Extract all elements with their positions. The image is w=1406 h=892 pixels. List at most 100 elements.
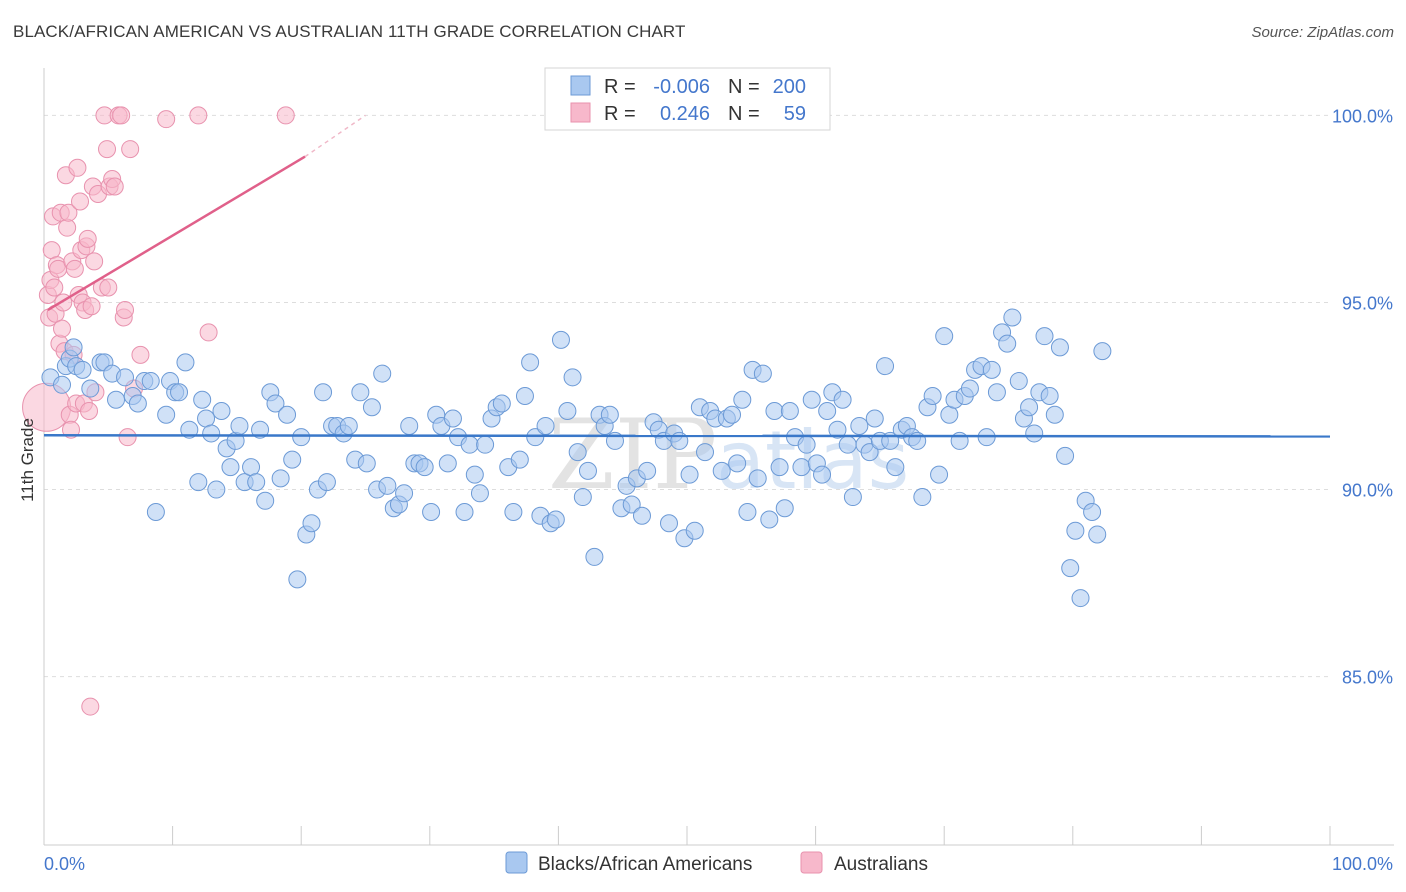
blacks-point [1056, 446, 1075, 465]
blacks-point [913, 488, 932, 507]
australians-point [131, 345, 150, 364]
blacks-point [738, 503, 757, 522]
blacks-point [828, 420, 847, 439]
bottom-legend: Blacks/African Americans Australians [505, 851, 928, 875]
bottom-legend-swatch-blue [505, 851, 528, 874]
blacks-point [510, 450, 529, 469]
blacks-point [351, 383, 370, 402]
blacks-point [504, 503, 523, 522]
australians-point [82, 297, 101, 316]
australians-point [189, 106, 208, 125]
blacks-point [415, 458, 434, 477]
legend-swatch-pink [570, 102, 591, 123]
axis-labels: 85.0% 90.0% 95.0% 100.0% 0.0% 100.0% [44, 106, 1393, 874]
blacks-point [373, 364, 392, 383]
legend-swatch-blue [570, 75, 591, 96]
x-tick-label-1: 100.0% [1332, 854, 1393, 874]
blacks-point [536, 416, 555, 435]
blacks-point [283, 450, 302, 469]
blacks-point [1045, 405, 1064, 424]
blacks-point [585, 547, 604, 566]
blacks-point [940, 405, 959, 424]
blacks-point [247, 473, 266, 492]
blacks-point [573, 488, 592, 507]
legend-n-label-pink: N = [728, 103, 760, 125]
blacks-point [1093, 342, 1112, 361]
blacks-point [193, 390, 212, 409]
blacks-point [775, 499, 794, 518]
blacks-point [107, 390, 126, 409]
axes [43, 68, 1394, 846]
blacks-point [266, 394, 285, 413]
blacks-point [357, 454, 376, 473]
blacks-point [470, 484, 489, 503]
grid [44, 114, 1330, 678]
y-tick-label-2: 95.0% [1342, 293, 1393, 313]
blacks-point [833, 390, 852, 409]
blacks-point [600, 405, 619, 424]
australians-point [276, 106, 295, 125]
australians-point [42, 241, 61, 260]
blacks-point [1050, 338, 1069, 357]
australians-point [81, 697, 100, 716]
blacks-point [886, 458, 905, 477]
blacks-point [696, 443, 715, 462]
australians-point [80, 401, 99, 420]
blacks-point [53, 375, 72, 394]
blacks-point [395, 484, 414, 503]
blacks-point [73, 360, 92, 379]
australians-point [71, 192, 90, 211]
blacks-point [680, 465, 699, 484]
australians-point [59, 203, 78, 222]
blacks-point [230, 416, 249, 435]
bottom-legend-swatch-pink [800, 851, 823, 874]
blacks-point [176, 353, 195, 372]
blacks-point [278, 405, 297, 424]
blacks-point [923, 387, 942, 406]
blacks-point [998, 334, 1017, 353]
blacks-point [64, 338, 83, 357]
blacks-point [818, 401, 837, 420]
legend-r-label-blue: R = [604, 76, 636, 98]
blacks-point [197, 409, 216, 428]
blacks-point [876, 357, 895, 376]
blacks-point [960, 379, 979, 398]
blacks-point [362, 398, 381, 417]
blacks-point [797, 435, 816, 454]
blacks-point [568, 443, 587, 462]
blacks-point [792, 458, 811, 477]
y-tick-label-1: 90.0% [1342, 481, 1393, 501]
australians-point [53, 319, 72, 338]
blacks-point [378, 476, 397, 495]
blacks-point [288, 570, 307, 589]
blacks-point [850, 416, 869, 435]
blacks-point [526, 428, 545, 447]
blacks-point [1071, 589, 1090, 608]
blacks-point [733, 390, 752, 409]
blacks-point [780, 401, 799, 420]
blacks-point [551, 330, 570, 349]
blacks-point [1009, 372, 1028, 391]
x-tick-label-0: 0.0% [44, 854, 85, 874]
blacks-point [865, 409, 884, 428]
legend-n-value-pink: 59 [784, 103, 806, 125]
australians-point [112, 106, 131, 125]
blacks-point [443, 409, 462, 428]
blacks-point [838, 435, 857, 454]
blacks-point [753, 364, 772, 383]
blacks-point [632, 506, 651, 525]
australians-point [58, 218, 77, 237]
blacks-point [1025, 424, 1044, 443]
blacks-point [460, 435, 479, 454]
australians-point [68, 158, 87, 177]
blacks-point [476, 435, 495, 454]
blacks-point [1040, 387, 1059, 406]
bottom-legend-label-blue: Blacks/African Americans [538, 854, 752, 875]
blacks-point [982, 360, 1001, 379]
blacks-point [465, 465, 484, 484]
blacks-point [128, 394, 147, 413]
blacks-point [515, 387, 534, 406]
y-axis-title: 11th Grade [18, 418, 37, 502]
blacks-point [180, 420, 199, 439]
blacks-point [723, 405, 742, 424]
